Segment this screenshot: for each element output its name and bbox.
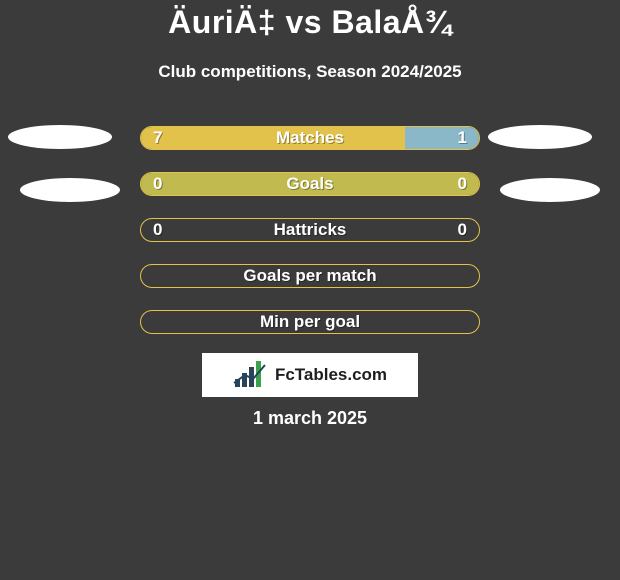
date-label: 1 march 2025 (0, 408, 620, 429)
comparison-bar: Hattricks 0 0 (140, 218, 480, 242)
comparison-row: Min per goal (140, 310, 480, 334)
metric-label: Goals per match (243, 266, 376, 286)
value-left: 0 (153, 220, 162, 240)
comparison-bar: Goals 0 0 (140, 172, 480, 196)
side-ellipse (488, 125, 592, 149)
brand-text: FcTables.com (275, 365, 387, 385)
page-title: ÄuriÄ‡ vs BalaÅ¾ (0, 4, 620, 41)
bar-fill-left (141, 127, 405, 149)
comparison-row: Matches 7 1 (140, 126, 480, 150)
metric-label: Goals (286, 174, 333, 194)
value-right: 1 (458, 128, 467, 148)
value-left: 0 (153, 174, 162, 194)
bars-icon (233, 361, 269, 389)
brand-logo: FcTables.com (202, 353, 418, 397)
comparison-bar: Min per goal (140, 310, 480, 334)
comparison-bar: Goals per match (140, 264, 480, 288)
value-right: 0 (458, 174, 467, 194)
comparison-row: Goals per match (140, 264, 480, 288)
comparison-bar: Matches 7 1 (140, 126, 480, 150)
side-ellipse (20, 178, 120, 202)
page-subtitle: Club competitions, Season 2024/2025 (0, 62, 620, 82)
comparison-row: Goals 0 0 (140, 172, 480, 196)
metric-label: Hattricks (274, 220, 347, 240)
bar-fill-right (405, 127, 479, 149)
value-left: 7 (153, 128, 162, 148)
metric-label: Matches (276, 128, 344, 148)
comparison-row: Hattricks 0 0 (140, 218, 480, 242)
side-ellipse (8, 125, 112, 149)
side-ellipse (500, 178, 600, 202)
value-right: 0 (458, 220, 467, 240)
metric-label: Min per goal (260, 312, 360, 332)
